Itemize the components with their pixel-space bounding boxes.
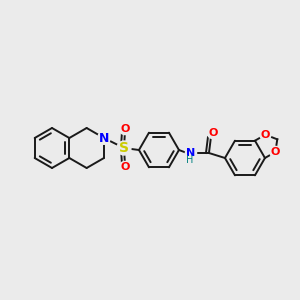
Circle shape — [117, 141, 131, 155]
Circle shape — [270, 146, 281, 158]
Circle shape — [119, 123, 130, 135]
Text: O: O — [271, 147, 280, 157]
Circle shape — [185, 147, 197, 159]
Text: N: N — [99, 131, 109, 145]
Text: O: O — [261, 130, 270, 140]
Circle shape — [260, 129, 271, 140]
Text: O: O — [208, 128, 218, 138]
Text: S: S — [119, 141, 129, 155]
Text: O: O — [120, 162, 130, 172]
Text: H: H — [186, 155, 194, 165]
Circle shape — [98, 132, 110, 144]
Circle shape — [119, 161, 130, 172]
Text: O: O — [120, 124, 130, 134]
Text: N: N — [186, 148, 196, 158]
Circle shape — [207, 128, 219, 139]
